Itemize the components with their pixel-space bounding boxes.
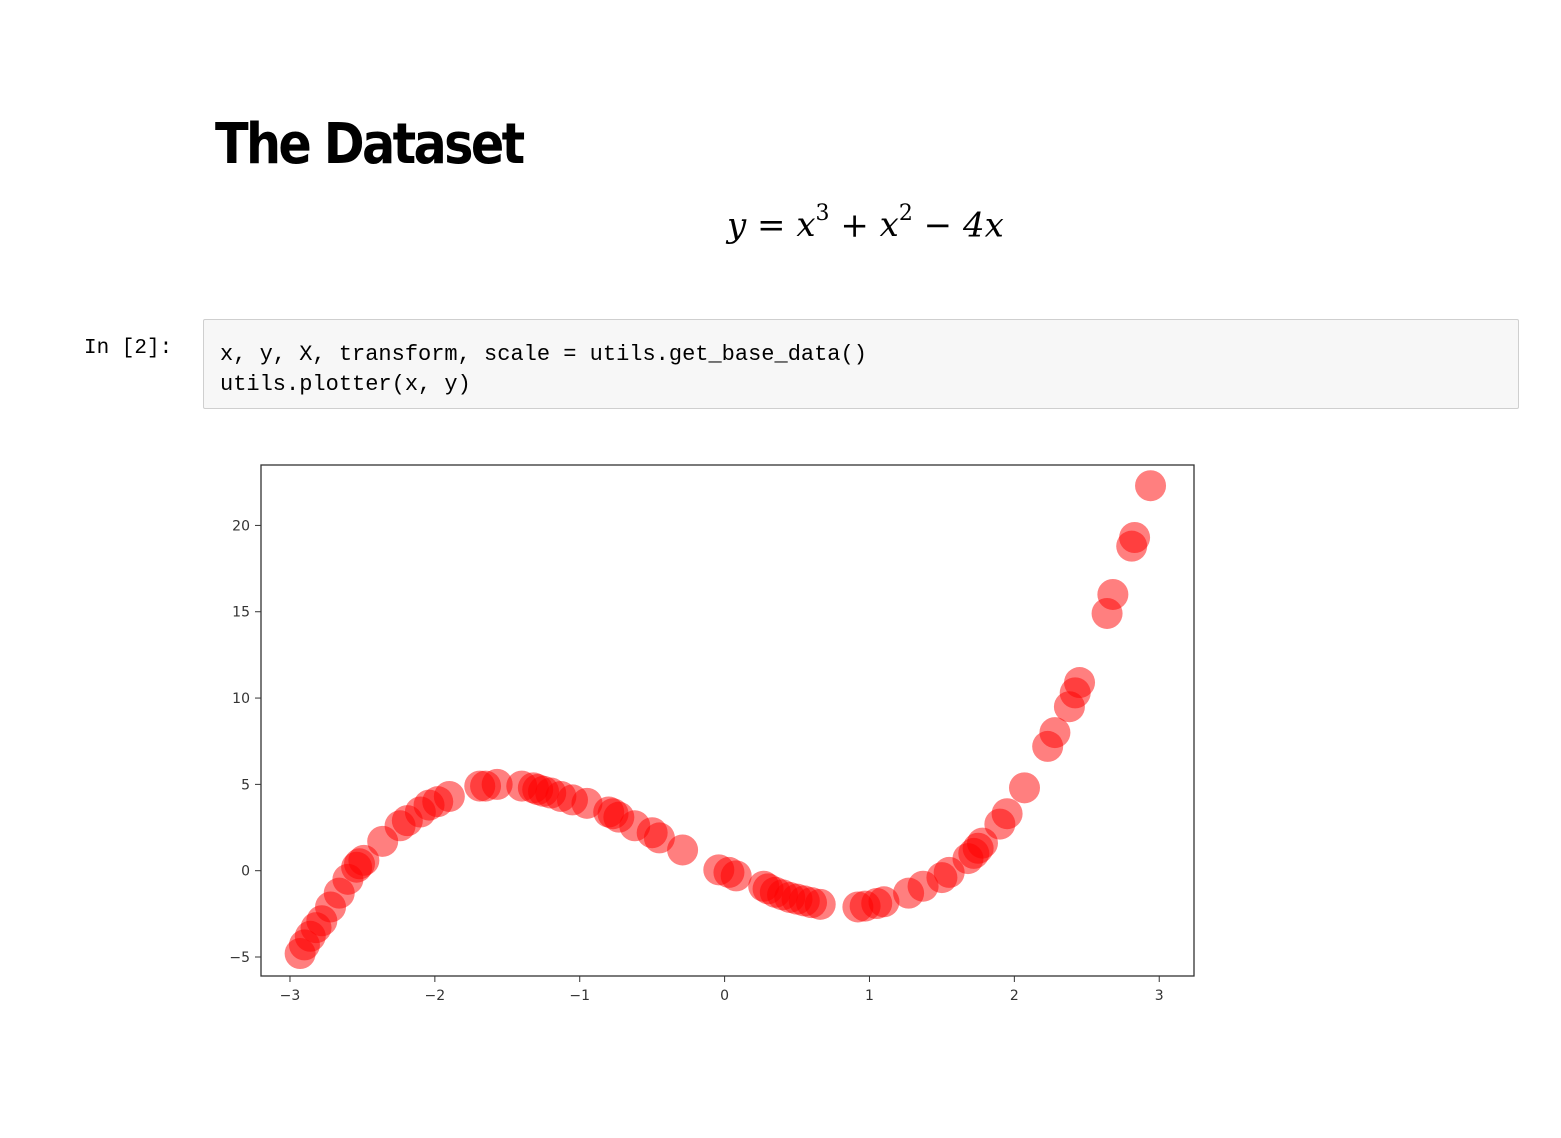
x-tick-label: −2 [425, 988, 446, 1004]
x-tick-label: 0 [720, 988, 729, 1004]
data-point [1097, 578, 1129, 610]
data-point [720, 860, 752, 892]
x-tick-label: 3 [1155, 988, 1164, 1004]
markdown-heading: The Dataset [215, 112, 525, 177]
scatter-plot: −3 −2 −1 0 1 2 3 −5 0 5 10 15 20 [229, 464, 1195, 1004]
x-tick-label: −1 [569, 988, 590, 1004]
data-point [667, 834, 699, 866]
data-point [433, 780, 465, 812]
x-tick-label: 2 [1010, 988, 1019, 1004]
equation-term-3: 4x [962, 205, 1004, 246]
equation-term-1: x3 [796, 201, 830, 246]
y-tick-label: 20 [232, 518, 250, 534]
equation-minus: − [923, 205, 953, 246]
y-tick-label: 0 [241, 864, 250, 880]
data-point [1039, 717, 1071, 749]
equation-lhs: y [727, 205, 747, 246]
y-tick-label: −5 [229, 950, 250, 966]
cell-prompt: In [2]: [84, 337, 173, 360]
y-tick-label: 10 [232, 691, 250, 707]
data-point [348, 844, 380, 876]
y-tick-label: 5 [241, 777, 250, 793]
data-point [991, 798, 1023, 830]
code-line: utils.plotter(x, y) [220, 372, 471, 397]
data-point [643, 822, 675, 854]
equation-plus: + [840, 205, 869, 246]
equation-term-2: x2 [879, 201, 913, 246]
equation: y = x3 + x2 − 4x [727, 201, 1004, 246]
code-cell-input[interactable]: x, y, X, transform, scale = utils.get_ba… [203, 319, 1519, 409]
data-point [481, 768, 513, 800]
code-editor[interactable]: x, y, X, transform, scale = utils.get_ba… [220, 340, 867, 400]
cell-output: −3 −2 −1 0 1 2 3 −5 0 5 10 15 20 [200, 455, 1210, 1020]
data-point [1008, 772, 1040, 804]
y-tick-label: 15 [232, 605, 250, 621]
data-point [868, 886, 900, 918]
x-tick-label: −3 [280, 988, 301, 1004]
data-point [1064, 667, 1096, 699]
code-line: x, y, X, transform, scale = utils.get_ba… [220, 342, 867, 367]
data-point [1119, 522, 1151, 554]
data-point [804, 888, 836, 920]
plot-frame [260, 464, 1195, 977]
x-tick-label: 1 [865, 988, 874, 1004]
equation-equals: = [757, 205, 786, 246]
data-point [1135, 470, 1167, 502]
